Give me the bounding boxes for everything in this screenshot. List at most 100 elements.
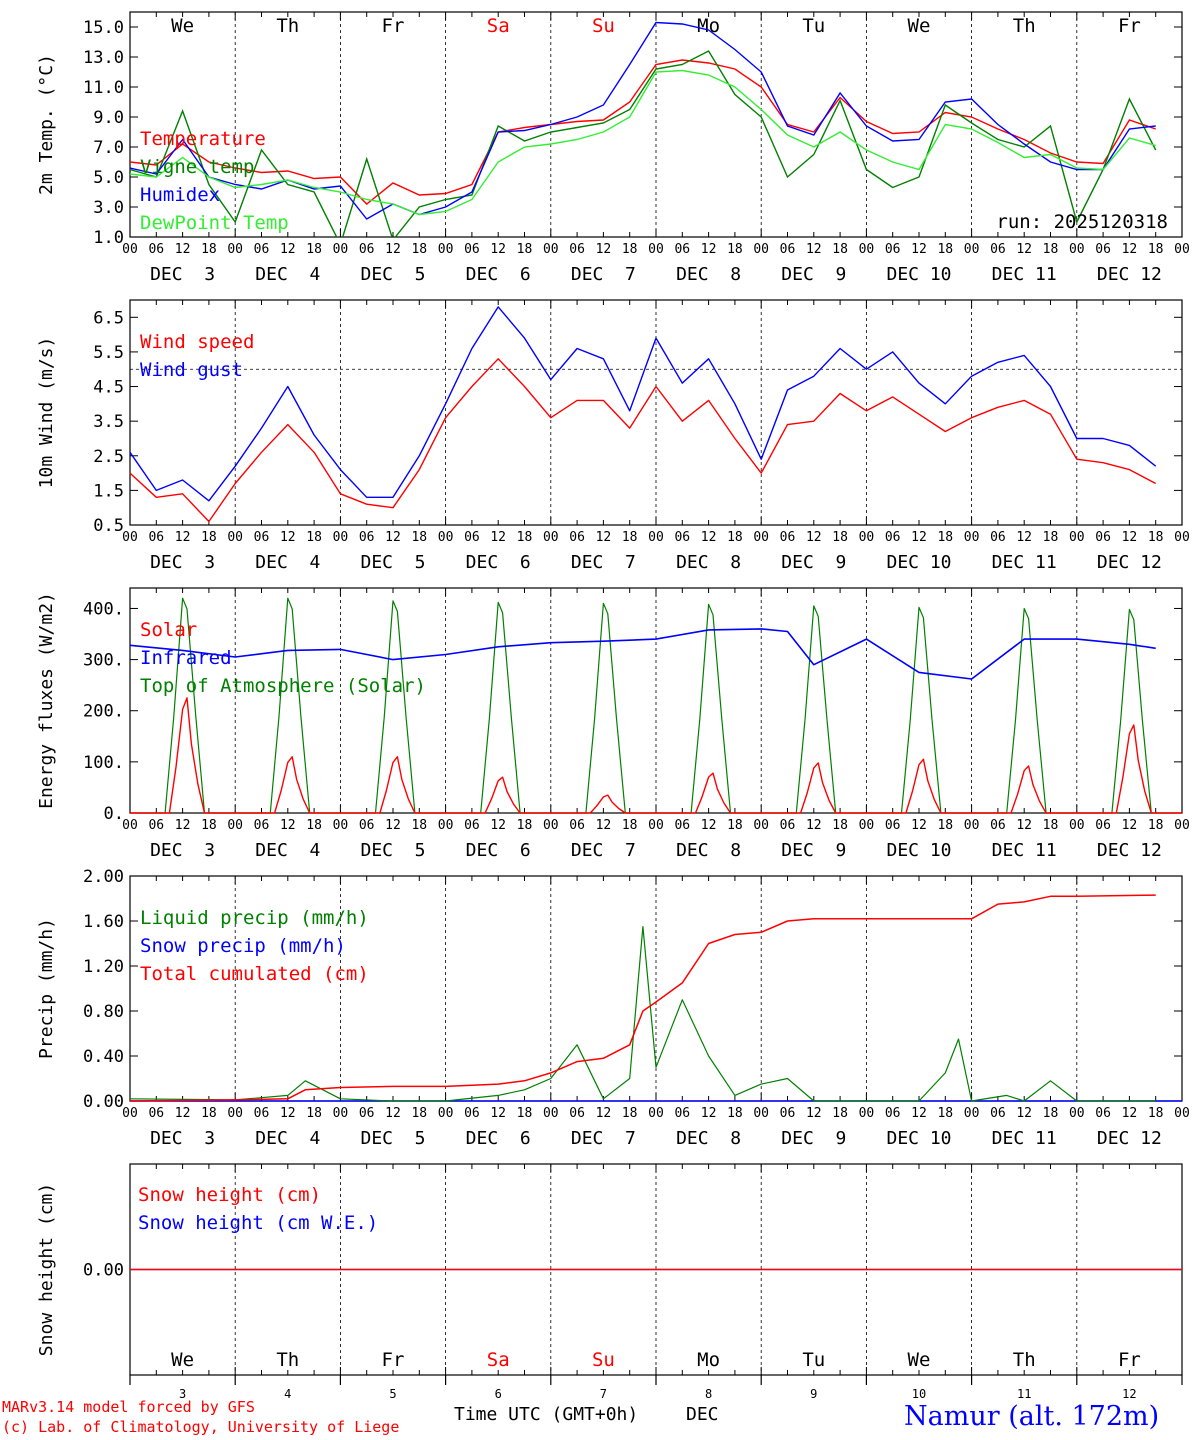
x-tick-label: 12 — [175, 818, 191, 833]
temp-tick-label: 11.0 — [83, 78, 124, 98]
bottom-day-of-week: Su — [592, 1349, 615, 1371]
x-tick-label: 00 — [1174, 1106, 1190, 1121]
x-tick-label: 12 — [175, 530, 191, 545]
flux-series-infrared — [129, 628, 1156, 680]
x-tick-label: 06 — [990, 1106, 1006, 1121]
x-tick-label: 18 — [727, 242, 743, 257]
x-tick-label: 00 — [648, 1106, 664, 1121]
temp-tick-label: 5.0 — [93, 168, 124, 188]
flux-axis-label: Energy fluxes (W/m2) — [36, 592, 57, 809]
wind-series-wind-gust — [129, 306, 1157, 502]
day-of-week-label: We — [171, 15, 194, 37]
date-label: DEC 5 — [360, 264, 425, 285]
flux-tick-label: 100. — [83, 753, 124, 773]
precip-legend-entry: Snow precip (mm/h) — [140, 935, 346, 957]
x-tick-label: 12 — [806, 242, 822, 257]
x-tick-label: 00 — [333, 818, 349, 833]
bottom-day-number: 9 — [810, 1387, 817, 1401]
date-label: DEC 8 — [676, 1128, 741, 1149]
day-of-week-label: Th — [1013, 15, 1036, 37]
flux-legend-entry: Solar — [140, 619, 197, 641]
x-tick-label: 06 — [674, 818, 690, 833]
x-tick-label: 18 — [306, 818, 322, 833]
x-tick-label: 12 — [806, 1106, 822, 1121]
x-tick-label: 00 — [333, 242, 349, 257]
x-tick-label: 06 — [464, 530, 480, 545]
x-tick-label: 00 — [964, 242, 980, 257]
x-tick-label: 06 — [1095, 818, 1111, 833]
x-tick-label: 00 — [543, 1106, 559, 1121]
x-tick-label: 12 — [1016, 818, 1032, 833]
x-tick-label: 18 — [517, 530, 533, 545]
x-tick-label: 06 — [1095, 530, 1111, 545]
x-tick-label: 06 — [569, 818, 585, 833]
bottom-day-of-week: Mo — [697, 1349, 720, 1371]
x-tick-label: 18 — [306, 242, 322, 257]
x-tick-label: 12 — [806, 530, 822, 545]
x-tick-label: 12 — [175, 1106, 191, 1121]
footer-axis-title: Time UTC (GMT+0h) — [454, 1404, 639, 1425]
bottom-day-number: 8 — [705, 1387, 712, 1401]
wind-legend-entry: Wind speed — [140, 331, 254, 353]
x-tick-label: 18 — [1043, 530, 1059, 545]
x-tick-label: 06 — [569, 242, 585, 257]
x-tick-label: 06 — [885, 242, 901, 257]
x-tick-label: 06 — [569, 530, 585, 545]
x-tick-label: 18 — [1043, 1106, 1059, 1121]
x-tick-label: 06 — [359, 530, 375, 545]
x-tick-label: 00 — [333, 530, 349, 545]
x-tick-label: 12 — [1016, 1106, 1032, 1121]
run-annotation: run: 2025120318 — [996, 211, 1168, 233]
temp-tick-label: 3.0 — [93, 198, 124, 218]
x-tick-label: 00 — [543, 242, 559, 257]
precip-tick-label: 1.60 — [83, 912, 124, 932]
precip-axis-label: Precip (mm/h) — [36, 918, 57, 1059]
bottom-day-of-week: Th — [276, 1349, 299, 1371]
temp-tick-label: 7.0 — [93, 138, 124, 158]
temp-series-dewpoint-temp — [130, 69, 1156, 216]
date-label: DEC 6 — [466, 552, 531, 573]
x-tick-label: 00 — [753, 530, 769, 545]
temp-series-humidex — [130, 21, 1156, 220]
date-label: DEC 8 — [676, 840, 741, 861]
temp-series-temperature — [130, 59, 1156, 205]
x-tick-label: 12 — [701, 818, 717, 833]
x-tick-label: 12 — [596, 242, 612, 257]
wind-tick-label: 5.5 — [93, 343, 124, 363]
day-of-week-label: Tu — [802, 15, 825, 37]
temp-axis-label: 2m Temp. (°C) — [36, 54, 57, 195]
x-tick-label: 00 — [1069, 530, 1085, 545]
bottom-day-number: 3 — [179, 1387, 186, 1401]
precip-tick-label: 0.40 — [83, 1047, 124, 1067]
temp-legend-entry: Humidex — [140, 184, 220, 206]
date-label: DEC 6 — [466, 264, 531, 285]
x-tick-label: 12 — [490, 242, 506, 257]
date-label: DEC 10 — [886, 840, 951, 861]
day-of-week-label: Fr — [382, 15, 405, 37]
bottom-day-number: 5 — [389, 1387, 396, 1401]
x-tick-label: 12 — [911, 1106, 927, 1121]
x-tick-label: 12 — [490, 530, 506, 545]
x-tick-label: 00 — [227, 818, 243, 833]
temp-series-vigne-temp — [130, 50, 1157, 237]
date-label: DEC 9 — [781, 840, 846, 861]
x-tick-label: 06 — [674, 1106, 690, 1121]
day-of-week-label: We — [908, 15, 931, 37]
date-label: DEC 12 — [1097, 840, 1162, 861]
x-tick-label: 00 — [438, 1106, 454, 1121]
precip-tick-label: 0.00 — [83, 1092, 124, 1112]
x-tick-label: 06 — [464, 242, 480, 257]
date-label: DEC 5 — [360, 840, 425, 861]
x-tick-label: 06 — [148, 818, 164, 833]
wind-series-wind-speed — [129, 358, 1157, 523]
date-label: DEC 9 — [781, 264, 846, 285]
date-label: DEC 7 — [571, 552, 636, 573]
x-tick-label: 12 — [596, 818, 612, 833]
bottom-day-of-week: Fr — [1118, 1349, 1141, 1371]
x-tick-label: 18 — [201, 242, 217, 257]
bottom-day-number: 11 — [1017, 1387, 1031, 1401]
x-tick-label: 06 — [148, 242, 164, 257]
date-label: DEC 6 — [466, 840, 531, 861]
day-of-week-label: Su — [592, 15, 615, 37]
footer-lab-line: (c) Lab. of Climatology, University of L… — [2, 1418, 400, 1436]
